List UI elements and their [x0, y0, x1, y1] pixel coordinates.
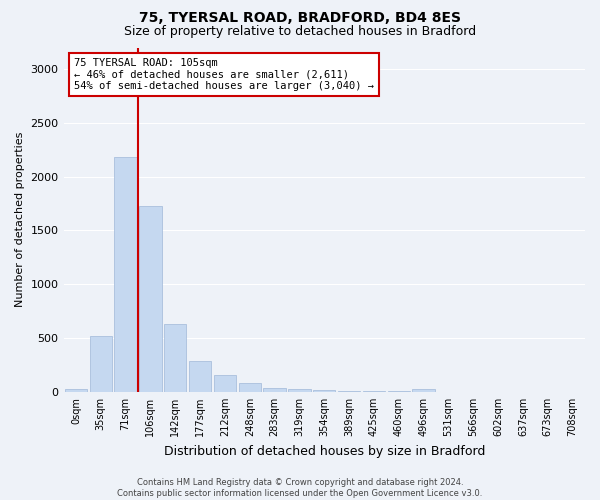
Bar	[263, 388, 286, 392]
Bar	[214, 375, 236, 392]
Bar	[239, 384, 261, 392]
Text: Contains HM Land Registry data © Crown copyright and database right 2024.
Contai: Contains HM Land Registry data © Crown c…	[118, 478, 482, 498]
Text: 75 TYERSAL ROAD: 105sqm
← 46% of detached houses are smaller (2,611)
54% of semi: 75 TYERSAL ROAD: 105sqm ← 46% of detache…	[74, 58, 374, 91]
Bar	[139, 206, 161, 392]
Text: Size of property relative to detached houses in Bradford: Size of property relative to detached ho…	[124, 25, 476, 38]
X-axis label: Distribution of detached houses by size in Bradford: Distribution of detached houses by size …	[164, 444, 485, 458]
Bar	[89, 336, 112, 392]
Bar	[164, 324, 187, 392]
Y-axis label: Number of detached properties: Number of detached properties	[15, 132, 25, 308]
Bar	[313, 390, 335, 392]
Bar	[288, 389, 311, 392]
Bar	[412, 389, 435, 392]
Bar	[65, 389, 87, 392]
Text: 75, TYERSAL ROAD, BRADFORD, BD4 8ES: 75, TYERSAL ROAD, BRADFORD, BD4 8ES	[139, 11, 461, 25]
Bar	[338, 391, 360, 392]
Bar	[115, 156, 137, 392]
Bar	[189, 360, 211, 392]
